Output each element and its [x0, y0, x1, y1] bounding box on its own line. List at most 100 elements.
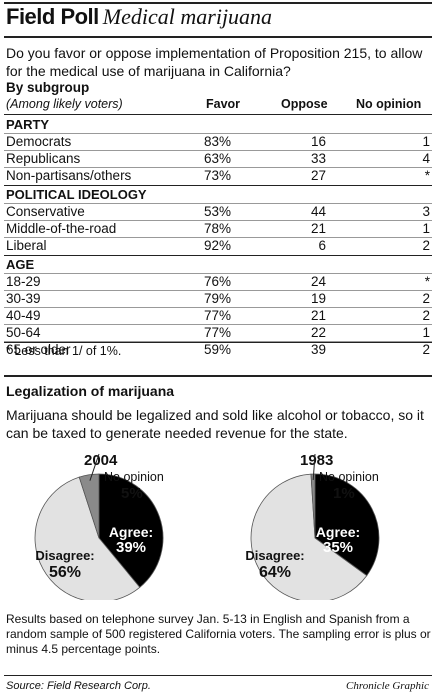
row-label: Liberal [6, 238, 47, 253]
favor-value: 79% [204, 291, 232, 306]
section-divider [4, 185, 432, 186]
pie-slice-2004-0 [98, 473, 164, 588]
favor-value: 73% [204, 168, 232, 183]
pie-slice-2004-1 [34, 476, 141, 600]
table-row: Middle-of-the-road 78% 21 1 [4, 221, 432, 238]
no-opinion-value: 2 [422, 291, 430, 306]
favor-value: 78% [204, 221, 232, 236]
row-label: Conservative [6, 204, 85, 219]
table-row: Non-partisans/others 73% 27 * [4, 168, 432, 185]
title-italic: Medical marijuana [102, 4, 273, 29]
row-divider [4, 307, 432, 308]
row-label: 50-64 [6, 325, 41, 340]
oppose-value: 19 [310, 291, 326, 306]
row-divider [4, 220, 432, 221]
pie-1983-noop-label: No opinion [319, 470, 379, 484]
graphic-credit: Chronicle Graphic [346, 680, 429, 692]
no-opinion-value: 2 [422, 308, 430, 323]
table-row: 65 or older 59% 39 2 [4, 342, 432, 359]
no-opinion-value: 2 [422, 342, 430, 357]
row-divider [4, 273, 432, 274]
top-rule [4, 2, 432, 4]
pie-2004-noop-label: No opinion [104, 470, 164, 484]
agree-label-2004: Agree: [108, 524, 154, 540]
oppose-value: 24 [310, 274, 326, 289]
methodology-note: Results based on telephone survey Jan. 5… [6, 612, 431, 656]
row-label: 18-29 [6, 274, 41, 289]
table-bottom-rule [4, 342, 432, 343]
favor-value: 63% [204, 151, 232, 166]
no-opinion-value: 1 [422, 134, 430, 149]
row-divider [4, 133, 432, 134]
pie-slice-1983-0 [314, 473, 380, 577]
table-row: Conservative 53% 44 3 [4, 204, 432, 221]
row-divider [4, 324, 432, 325]
pie-charts [34, 453, 380, 600]
favor-value: 76% [204, 274, 232, 289]
disagree-label-2004: Disagree: [35, 548, 95, 563]
oppose-value: 44 [310, 204, 326, 219]
no-opinion-value: 4 [422, 151, 430, 166]
pie-1983-disagree-label: Disagree: 64% [244, 548, 306, 581]
footnote: * Less than 1/ of 1%. [6, 344, 122, 358]
pie-slice-2004-2 [78, 473, 100, 539]
pie-2004-agree-label: Agree: 39% [106, 524, 156, 556]
oppose-value: 21 [310, 221, 326, 236]
pie-2004-year: 2004 [84, 452, 118, 469]
row-divider [4, 237, 432, 238]
section-rule [4, 375, 432, 377]
row-label: Middle-of-the-road [6, 221, 117, 236]
oppose-value: 21 [310, 308, 326, 323]
col-oppose-header: Oppose [281, 97, 328, 111]
pie-2004-noop-value: 5% [121, 485, 143, 502]
favor-value: 83% [204, 134, 232, 149]
header-rule [4, 114, 432, 115]
row-label: Republicans [6, 151, 81, 166]
pie-2004-disagree-label: Disagree: 56% [34, 548, 96, 581]
row-divider [4, 150, 432, 151]
no-opinion-leader-line [312, 453, 316, 481]
disagree-value-1983: 64% [258, 564, 292, 581]
no-opinion-value: 1 [422, 325, 430, 340]
table-row: 50-64 77% 22 1 [4, 325, 432, 342]
section-header: POLITICAL IDEOLOGY [6, 187, 147, 202]
pie-slice-1983-2 [310, 473, 316, 539]
favor-value: 59% [204, 342, 232, 357]
bottom-rule [4, 675, 432, 676]
table-row: Democrats 83% 16 1 [4, 134, 432, 151]
row-label: Non-partisans/others [6, 168, 132, 183]
col-favor-header: Favor [206, 97, 241, 111]
table-row: 30-39 79% 19 2 [4, 291, 432, 308]
favor-value: 77% [204, 308, 232, 323]
row-divider [4, 290, 432, 291]
row-label: Democrats [6, 134, 72, 149]
no-opinion-value: 2 [422, 238, 430, 253]
table-row: Republicans 63% 33 4 [4, 151, 432, 168]
table-row: Liberal 92% 6 2 [4, 238, 432, 255]
legalization-question: Marijuana should be legalized and sold l… [6, 407, 424, 441]
row-divider [4, 203, 432, 204]
no-opinion-value: 1 [422, 221, 430, 236]
favor-value: 77% [204, 325, 232, 340]
agree-value-2004: 39% [115, 539, 147, 556]
pie-slice-1983-1 [250, 473, 368, 600]
favor-value: 53% [204, 204, 232, 219]
no-opinion-leader-line [89, 453, 100, 481]
by-subgroup-label: By subgroup [6, 80, 90, 95]
no-opinion-value: * [424, 168, 430, 183]
legalization-title: Legalization of marijuana [6, 383, 175, 399]
disagree-label-1983: Disagree: [245, 548, 305, 563]
table-row: 40-49 77% 21 2 [4, 308, 432, 325]
poll-question: Do you favor or oppose implementation of… [6, 45, 423, 79]
row-label: 65 or older [6, 342, 71, 357]
table-row: 18-29 76% 24 * [4, 274, 432, 291]
source-credit: Source: Field Research Corp. [6, 680, 151, 692]
agree-label-1983: Agree: [315, 524, 361, 540]
oppose-value: 33 [310, 151, 326, 166]
section-header: AGE [6, 257, 35, 272]
no-opinion-value: * [424, 274, 430, 289]
row-label: 40-49 [6, 308, 41, 323]
oppose-value: 16 [310, 134, 326, 149]
title-bold: Field Poll [6, 4, 99, 29]
oppose-value: 6 [318, 238, 326, 253]
